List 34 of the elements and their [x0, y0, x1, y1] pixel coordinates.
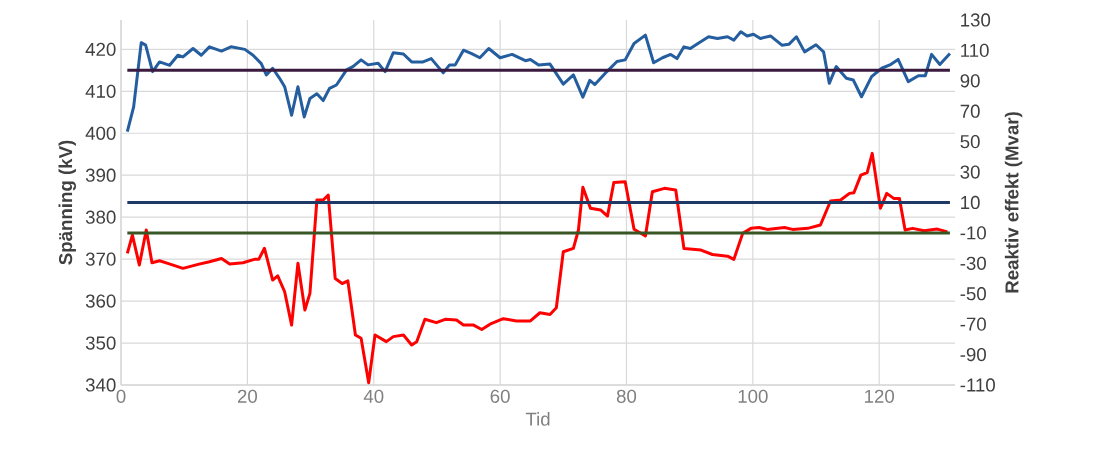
y-tick-label: 360 [85, 294, 116, 308]
y2-tick-label: 110 [961, 43, 989, 58]
y-axis-title: Spänning (kV) [58, 140, 76, 265]
y-tick-label: 340 [85, 378, 116, 392]
y2-tick-label: 50 [960, 135, 980, 149]
y2-tick-label: 10 [961, 195, 980, 210]
x-axis-title: Tid [525, 412, 550, 426]
line-series [125, 30, 952, 134]
line-series [125, 151, 949, 385]
y2-tick-label: 90 [960, 74, 980, 88]
y2-tick-label: 130 [961, 13, 991, 27]
y2-tick-label: 30 [960, 165, 980, 179]
y-tick-label: 350 [85, 336, 116, 350]
y2-tick-label: -30 [960, 256, 986, 270]
y-tick-label: 390 [85, 168, 116, 182]
y2-tick-label: -90 [960, 347, 986, 362]
x-tick-label: 60 [490, 389, 510, 403]
x-tick-label: 40 [363, 389, 384, 403]
y2-tick-label: -50 [960, 287, 986, 301]
y2-tick-label: -10 [960, 226, 986, 240]
y-tick-label: 380 [85, 210, 116, 224]
y-tick-label: 400 [85, 126, 116, 140]
x-tick-label: 0 [116, 389, 126, 403]
y2-tick-label: -110 [960, 378, 995, 392]
y-tick-label: 420 [85, 42, 116, 56]
x-tick-label: 120 [865, 389, 895, 403]
y2-axis-title: Reaktiv effekt (Mvar) [1004, 112, 1023, 293]
x-tick-label: 100 [738, 389, 768, 403]
y2-tick-label: 70 [960, 104, 980, 118]
x-tick-label: 20 [237, 389, 258, 403]
y-tick-label: 370 [85, 252, 116, 266]
y-tick-label: 410 [85, 84, 116, 98]
x-tick-label: 80 [616, 389, 637, 403]
y2-tick-label: -70 [960, 317, 986, 331]
